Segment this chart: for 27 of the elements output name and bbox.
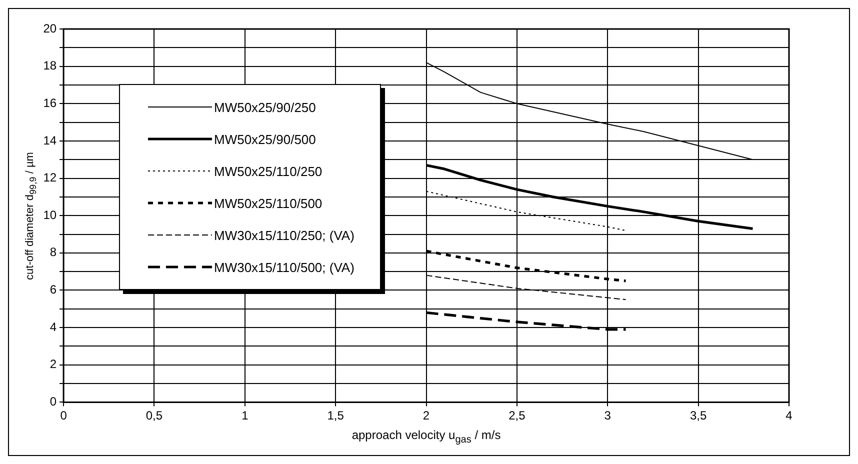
y-tick-label: 0 [50, 394, 57, 409]
x-tick-label: 0 [60, 408, 68, 423]
x-tick-label: 0,5 [146, 408, 163, 423]
x-tick-label: 4 [786, 408, 793, 423]
y-tick-label: 18 [43, 58, 57, 73]
y-tick-label: 6 [50, 282, 57, 297]
y-tick-label: 14 [43, 133, 57, 148]
y-tick-label: 16 [43, 96, 57, 110]
y-tick-label: 4 [50, 320, 57, 334]
x-tick-label: 2 [422, 408, 430, 423]
legend-label: MW50x25/90/500 [214, 132, 316, 146]
legend-label: MW30x15/110/500; (VA) [214, 260, 354, 274]
x-tick-label: 3 [604, 408, 612, 423]
x-tick-label: 1 [242, 408, 249, 423]
x-tick-label: 1,5 [327, 408, 344, 423]
y-tick-label: 12 [43, 170, 57, 185]
y-tick-label: 20 [43, 21, 57, 36]
legend-label: MW50x25/110/250 [214, 164, 322, 178]
y-tick-label: 8 [50, 245, 57, 260]
x-tick-label: 2,5 [508, 408, 526, 423]
y-tick-label: 10 [43, 208, 57, 222]
x-tick-label: 3,5 [690, 408, 707, 423]
x-axis-title: approach velocity u$_{gas}$ / m/s [352, 428, 501, 446]
y-tick-label: 2 [50, 357, 57, 372]
legend-label: MW30x15/110/250; (VA) [214, 228, 354, 242]
legend-label: MW50x25/90/250 [214, 100, 316, 114]
legend-label: MW50x25/110/500 [214, 196, 322, 210]
